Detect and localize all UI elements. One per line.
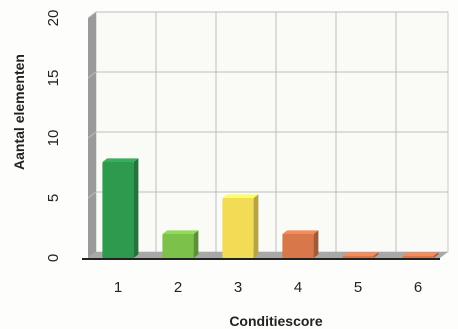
bar — [342, 252, 379, 258]
bar-top — [102, 158, 139, 162]
bar-top — [402, 252, 439, 256]
x-tick-label: 4 — [294, 279, 302, 296]
bar-front — [402, 256, 434, 258]
x-tick-labels: 1 2 3 4 5 6 — [114, 279, 422, 296]
bar-top — [162, 230, 199, 234]
gridline-side — [87, 191, 97, 199]
gridline-side — [87, 11, 97, 19]
bars-group — [102, 158, 439, 258]
bar-front — [282, 234, 314, 258]
y-axis-title: Aantal elementen — [11, 54, 27, 170]
bar-side — [313, 230, 319, 258]
y-tick-label: 5 — [45, 194, 62, 202]
bar-side — [253, 194, 259, 258]
x-tick-label: 5 — [354, 279, 362, 296]
bar — [402, 252, 439, 258]
bar-front — [102, 162, 134, 258]
gridline-side — [87, 71, 97, 79]
bar — [162, 230, 199, 258]
bar-side — [193, 230, 199, 258]
y-tick-label: 20 — [45, 10, 62, 27]
bar-top — [282, 230, 319, 234]
y-tick-label: 15 — [45, 70, 62, 87]
y-tick-label: 0 — [45, 254, 62, 262]
bar-side — [373, 252, 379, 258]
bar — [102, 158, 139, 258]
bar-front — [222, 198, 254, 258]
bar-front — [342, 256, 374, 258]
x-tick-label: 3 — [234, 279, 242, 296]
bar-front — [162, 234, 194, 258]
x-tick-label: 6 — [414, 279, 422, 296]
bar — [222, 194, 259, 258]
bar-side — [133, 158, 139, 258]
y-tick-label: 10 — [45, 130, 62, 147]
bar-top — [222, 194, 259, 198]
x-tick-label: 2 — [174, 279, 182, 296]
x-axis-title: Conditiescore — [229, 313, 323, 329]
x-tick-label: 1 — [114, 279, 122, 296]
gridlines — [87, 11, 448, 252]
bar-top — [342, 252, 379, 256]
floor — [88, 252, 448, 258]
y-tick-labels: 0 5 10 15 20 — [45, 10, 62, 263]
gridline-side — [87, 131, 97, 139]
bar-side — [433, 252, 439, 258]
bar — [282, 230, 319, 258]
